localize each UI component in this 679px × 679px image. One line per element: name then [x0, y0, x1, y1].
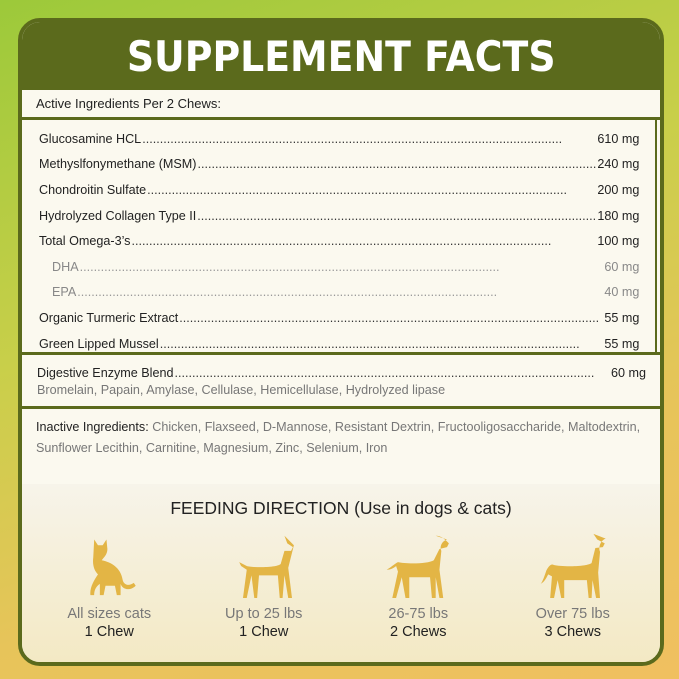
ingredient-name: Total Omega-3’s [39, 234, 131, 249]
feeding-item: Up to 25 lbs 1 Chew [199, 532, 329, 640]
ingredient-name: Green Lipped Mussel [39, 336, 159, 351]
enzyme-section: Digestive Enzyme Blend 60 mg Bromelain, P… [22, 355, 660, 409]
title: SUPPLEMENT FACTS [126, 31, 556, 81]
enzyme-name: Digestive Enzyme Blend [37, 366, 174, 380]
right-column: Vitamin C (Ascorbic Acid)50 mgBoswellia … [657, 120, 660, 352]
ingredient-row: Total Omega-3’s 100 mg [39, 228, 639, 254]
feeding-item: Over 75 lbs 3 Chews [508, 532, 638, 640]
inactive-ingredients: Inactive Ingredients: Chicken, Flaxseed,… [22, 409, 660, 482]
ingredient-row: Methyslfonymethane (MSM) 240 mg [39, 152, 639, 178]
ingredient-row: Hydrolyzed Collagen Type II 180 mg [39, 203, 639, 229]
inactive-text: Chicken, Flaxseed, D-Mannose, Resistant … [36, 420, 641, 455]
ingredient-name: Organic Turmeric Extract [39, 310, 179, 325]
ingredient-name: EPA [52, 285, 77, 300]
pet-size: Up to 25 lbs [225, 606, 303, 622]
ingredient-row: Organic Turmeric Extract 55 mg [39, 305, 639, 331]
ingredient-name: Chondroitin Sulfate [39, 182, 147, 197]
pet-size: Over 75 lbs [535, 606, 610, 622]
active-header: Active Ingredients Per 2 Chews: [22, 90, 660, 120]
header: SUPPLEMENT FACTS [22, 22, 660, 90]
enzyme-row: Digestive Enzyme Blend 60 mg [37, 363, 646, 383]
ingredient-row: Chondroitin Sulfate 200 mg [39, 177, 639, 203]
ingredient-amount: 180 mg [597, 208, 640, 223]
medium-dog-icon [353, 532, 483, 598]
feeding-item: 26-75 lbs 2 Chews [353, 532, 483, 640]
small-dog-icon [199, 532, 329, 598]
left-column: Glucosamine HCL 610 mg Methyslfonymethane … [22, 120, 658, 352]
ingredient-amount: 610 mg [597, 131, 640, 146]
feeding-section: FEEDING DIRECTION (Use in dogs & cats) A… [22, 484, 660, 662]
feeding-title: FEEDING DIRECTION (Use in dogs & cats) [170, 498, 512, 518]
pet-dose: 2 Chews [390, 624, 447, 640]
supplement-facts-panel: SUPPLEMENT FACTS Active Ingredients Per … [18, 18, 664, 666]
cat-icon [44, 532, 174, 598]
inactive-label: Inactive Ingredients: [36, 420, 149, 434]
ingredient-row: Green Lipped Mussel 55 mg [39, 331, 639, 357]
ingredient-amount: 240 mg [597, 157, 640, 172]
ingredient-row: DHA 60 mg [39, 254, 639, 280]
ingredient-name: Glucosamine HCL [39, 131, 142, 146]
ingredient-amount: 100 mg [597, 234, 640, 249]
ingredient-row: Glucosamine HCL 610 mg [39, 126, 639, 152]
ingredient-name: Methyslfonymethane (MSM) [39, 157, 197, 172]
pet-size: All sizes cats [67, 606, 152, 622]
ingredient-amount: 55 mg [604, 336, 640, 351]
enzyme-list: Bromelain, Papain, Amylase, Cellulase, H… [37, 383, 446, 397]
pet-dose: 1 Chew [239, 624, 289, 640]
ingredient-amount: 200 mg [597, 182, 640, 197]
ingredient-name: DHA [52, 259, 79, 274]
pet-dose: 1 Chew [84, 624, 134, 640]
enzyme-amount: 60 mg [610, 366, 646, 380]
large-dog-icon [508, 532, 638, 598]
pet-dose: 3 Chews [544, 624, 601, 640]
pet-size: 26-75 lbs [388, 606, 449, 622]
ingredient-name: Hydrolyzed Collagen Type II [39, 208, 197, 223]
ingredient-amount: 55 mg [604, 310, 640, 325]
feeding-item: All sizes cats 1 Chew [44, 532, 174, 640]
ingredients-table: Glucosamine HCL 610 mg Methyslfonymethane … [22, 120, 660, 355]
ingredient-amount: 40 mg [604, 285, 640, 300]
ingredient-amount: 60 mg [604, 259, 640, 274]
ingredient-row: EPA 40 mg [39, 280, 639, 306]
pets: All sizes cats 1 Chew Up to 25 lbs 1 Chew 26… [22, 532, 660, 640]
